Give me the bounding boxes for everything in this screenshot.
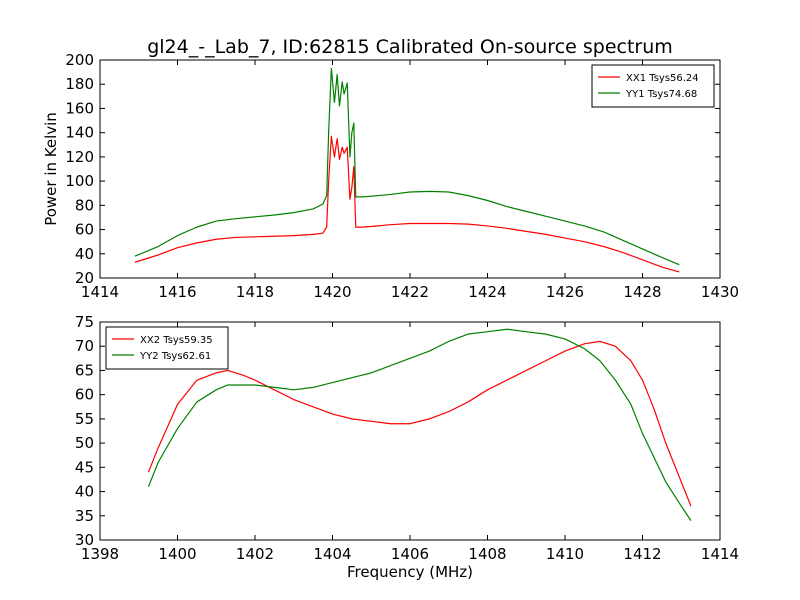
legend-label-1: XX2 Tsys59.35 (140, 335, 213, 346)
legend-label-2: YY1 Tsys74.68 (625, 89, 697, 100)
x-tick-label: 1426 (546, 283, 584, 301)
y-tick-label: 55 (75, 410, 94, 428)
x-tick-label: 1420 (313, 283, 351, 301)
legend-label-2: YY2 Tsys62.61 (139, 351, 211, 362)
chart-bottom: 1398 1400 1402 1404 1406 1408 1410 1412 1414 30 35… (75, 313, 739, 581)
y-tick-label: 75 (75, 313, 94, 331)
x-tick-label: 1400 (158, 545, 196, 563)
x-tick-label: 1402 (236, 545, 274, 563)
y-tick-label: 40 (75, 245, 94, 263)
x-tick-label: 1408 (468, 545, 506, 563)
y-tick-label: 200 (65, 51, 94, 69)
x-tick-label: 1416 (158, 283, 196, 301)
x-tick-label: 1406 (391, 545, 429, 563)
legend: XX2 Tsys59.35 YY2 Tsys62.61 (105, 326, 229, 370)
x-tick-label: 1430 (701, 283, 739, 301)
y-tick-label: 50 (75, 434, 94, 452)
y-tick-label: 140 (65, 124, 94, 142)
legend-label-1: XX1 Tsys56.24 (626, 73, 699, 84)
y-tick-label: 100 (65, 172, 94, 190)
legend-box (105, 326, 229, 370)
x-tick-label: 1428 (623, 283, 661, 301)
legend-box (591, 64, 715, 108)
y-axis-label: Power in Kelvin (42, 112, 60, 226)
series-line-2 (134, 67, 680, 266)
y-tick-label: 45 (75, 458, 94, 476)
x-tick-label: 1412 (623, 545, 661, 563)
y-tick-label: 60 (75, 386, 94, 404)
y-tick-label: 180 (65, 75, 94, 93)
y-tick-label: 20 (75, 269, 94, 287)
x-axis-label: Frequency (MHz) (347, 563, 473, 581)
x-tick-label: 1414 (81, 283, 119, 301)
y-tick-label: 40 (75, 483, 94, 501)
y-tick-label: 70 (75, 337, 94, 355)
x-tick-label: 1418 (236, 283, 274, 301)
series-line-1 (134, 135, 680, 273)
y-tick-label: 30 (75, 531, 94, 549)
x-tick-label: 1398 (81, 545, 119, 563)
x-tick-label: 1404 (313, 545, 351, 563)
figure-title: gl24_-_Lab_7, ID:62815 Calibrated On-sou… (147, 36, 673, 58)
x-tick-label: 1422 (391, 283, 429, 301)
x-tick-label: 1410 (546, 545, 584, 563)
chart-top: 1414 1416 1418 1420 1422 1424 1426 1428 1430 20 40… (42, 51, 739, 301)
y-tick-label: 160 (65, 99, 94, 117)
legend: XX1 Tsys56.24 YY1 Tsys74.68 (591, 64, 715, 108)
y-tick-label: 120 (65, 148, 94, 166)
series-line-1 (147, 340, 692, 507)
x-tick-label: 1414 (701, 545, 739, 563)
y-tick-label: 65 (75, 361, 94, 379)
y-tick-label: 80 (75, 196, 94, 214)
y-tick-label: 60 (75, 221, 94, 239)
y-tick-label: 35 (75, 507, 94, 525)
series-line-2 (147, 328, 692, 521)
x-tick-label: 1424 (468, 283, 506, 301)
